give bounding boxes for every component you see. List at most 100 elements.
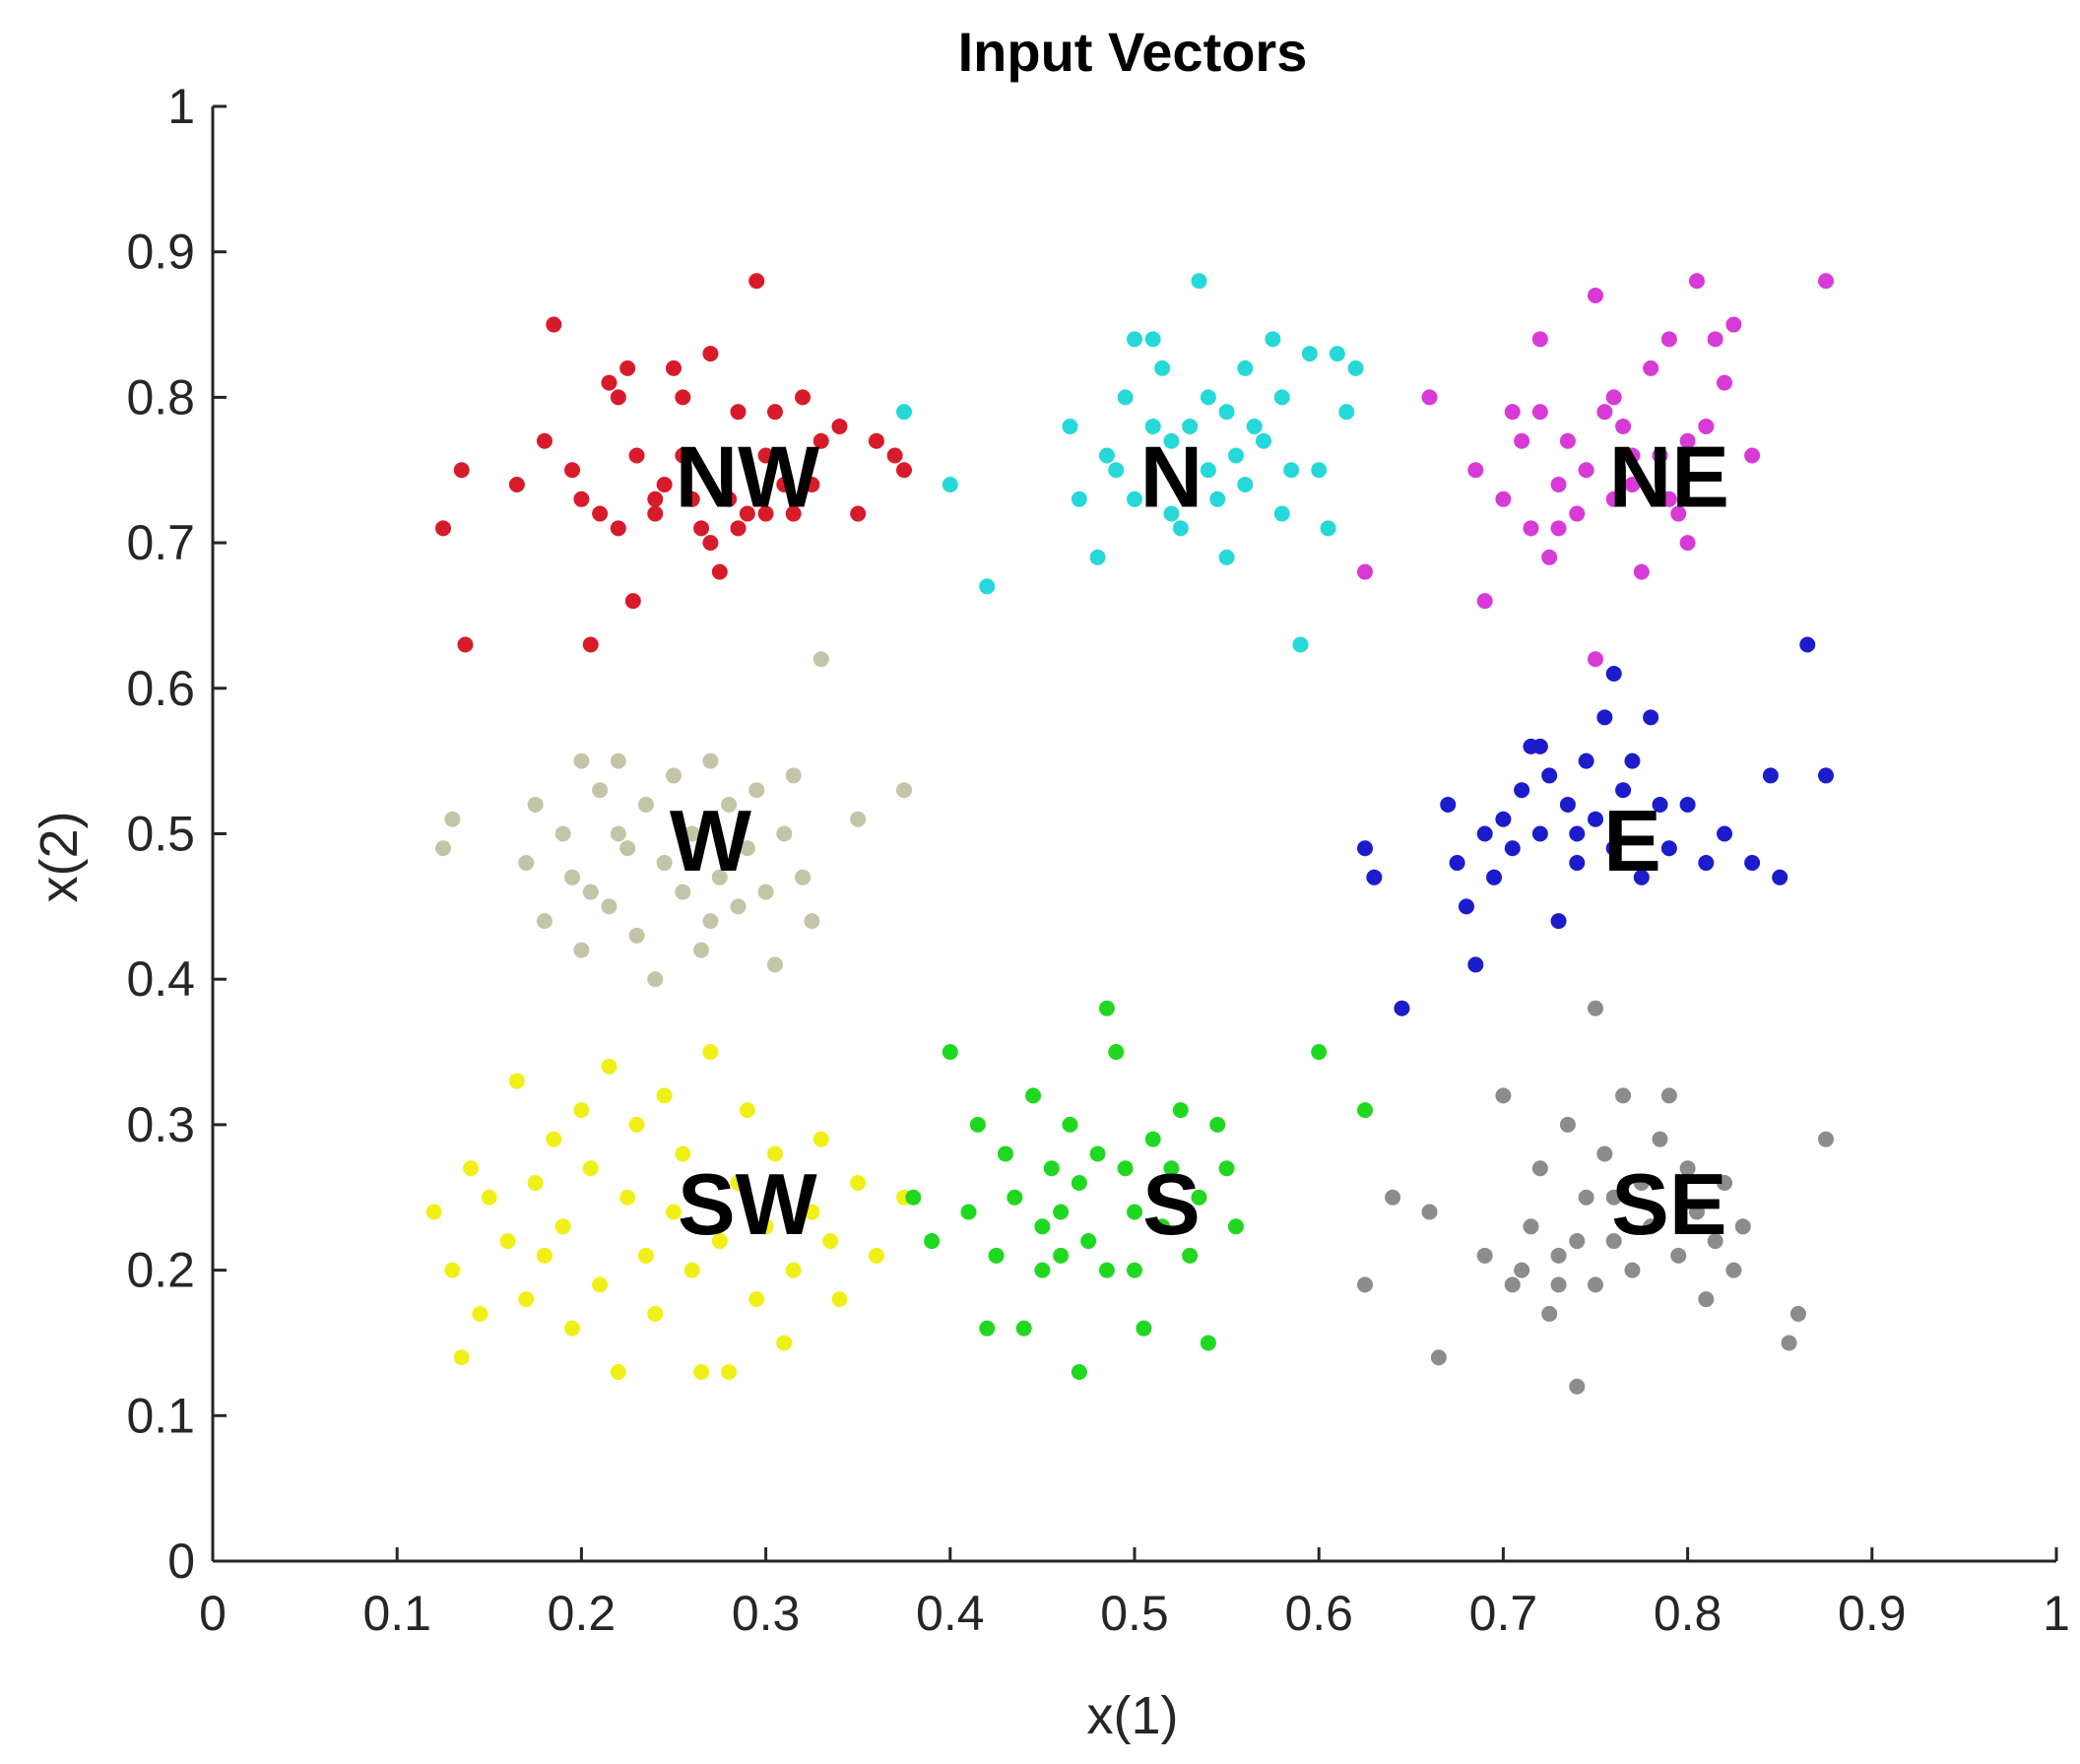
data-point: [592, 505, 609, 522]
data-point: [886, 447, 903, 464]
data-point: [675, 447, 691, 464]
data-point: [1108, 462, 1125, 479]
data-point: [1237, 359, 1254, 376]
data-point: [1818, 273, 1834, 290]
data-point: [536, 913, 552, 930]
data-point: [1596, 1145, 1613, 1162]
cluster-label-se: SE: [1611, 1155, 1726, 1253]
x-tick-label: 0: [199, 1586, 227, 1641]
x-tick-label: 0.6: [1284, 1586, 1353, 1641]
data-point: [1652, 796, 1668, 813]
data-point: [766, 404, 783, 421]
cluster-label-sw: SW: [678, 1155, 817, 1253]
data-point: [1476, 825, 1493, 842]
data-points: [425, 273, 1834, 1395]
data-point: [1495, 490, 1512, 507]
data-point: [1209, 1116, 1226, 1133]
data-point: [1698, 1291, 1715, 1308]
data-point: [1578, 1189, 1594, 1206]
data-point: [1559, 1116, 1576, 1133]
data-point: [1034, 1262, 1051, 1278]
data-point: [896, 404, 912, 421]
data-point: [1698, 418, 1715, 434]
y-tick-label: 0.3: [126, 1097, 195, 1152]
data-point: [1098, 1000, 1115, 1016]
data-point: [546, 1131, 562, 1147]
y-tick-label: 0: [167, 1534, 195, 1589]
data-point: [1430, 1349, 1447, 1366]
data-point: [1108, 1044, 1125, 1061]
data-point: [582, 636, 599, 653]
data-point: [610, 752, 626, 769]
data-point: [1550, 477, 1567, 493]
data-point: [1559, 432, 1576, 449]
data-point: [554, 825, 571, 842]
data-point: [1818, 1131, 1834, 1147]
data-point: [1588, 1276, 1603, 1293]
data-point: [785, 1262, 802, 1278]
data-point: [666, 359, 682, 376]
data-point: [1357, 1102, 1373, 1119]
data-point: [536, 1247, 552, 1264]
data-point: [1652, 1131, 1668, 1147]
data-point: [1191, 1189, 1207, 1206]
data-point: [683, 490, 700, 507]
data-point: [693, 1363, 710, 1380]
data-point: [1504, 1276, 1521, 1293]
data-point: [748, 782, 765, 799]
data-point: [508, 477, 525, 493]
data-point: [1043, 1160, 1060, 1177]
data-point: [721, 490, 738, 507]
data-point: [628, 927, 645, 944]
cluster-label-n: N: [1140, 428, 1203, 526]
y-tick-label: 0.2: [126, 1243, 195, 1298]
data-point: [628, 447, 645, 464]
data-point: [1127, 1204, 1142, 1220]
data-point: [1717, 1174, 1733, 1191]
data-point: [766, 1145, 783, 1162]
data-point: [1283, 462, 1300, 479]
data-point: [1311, 1044, 1328, 1061]
data-point: [1098, 1262, 1115, 1278]
data-point: [1615, 782, 1632, 799]
data-point: [711, 563, 728, 580]
data-point: [1707, 331, 1723, 348]
data-point: [564, 1320, 581, 1337]
data-point: [730, 520, 747, 537]
data-point: [453, 462, 470, 479]
data-point: [1172, 520, 1189, 537]
data-point: [1504, 404, 1521, 421]
data-point: [1347, 359, 1364, 376]
data-point: [1136, 1320, 1152, 1337]
data-point: [1476, 593, 1493, 610]
data-point: [666, 767, 682, 784]
data-point: [1624, 752, 1641, 769]
data-point: [564, 869, 581, 885]
data-point: [785, 767, 802, 784]
x-tick-label: 0.7: [1469, 1586, 1538, 1641]
data-point: [1357, 563, 1373, 580]
data-point: [702, 1044, 719, 1061]
data-point: [804, 1204, 820, 1220]
data-point: [1550, 913, 1567, 930]
data-point: [463, 1160, 480, 1177]
data-point: [1717, 825, 1733, 842]
data-point: [757, 1218, 774, 1235]
data-point: [444, 1262, 461, 1278]
data-point: [1514, 1262, 1530, 1278]
data-point: [1679, 796, 1696, 813]
data-point: [1688, 1204, 1705, 1220]
data-point: [748, 273, 765, 290]
x-axis-label: x(1): [1087, 1686, 1179, 1745]
data-point: [1320, 520, 1336, 537]
data-point: [721, 1363, 738, 1380]
data-point: [1744, 447, 1761, 464]
data-point: [1624, 477, 1641, 493]
data-point: [1089, 549, 1106, 565]
data-point: [1725, 1262, 1742, 1278]
series-ne: [1357, 273, 1834, 668]
data-point: [1596, 709, 1613, 726]
data-point: [1256, 432, 1272, 449]
data-point: [850, 1174, 867, 1191]
